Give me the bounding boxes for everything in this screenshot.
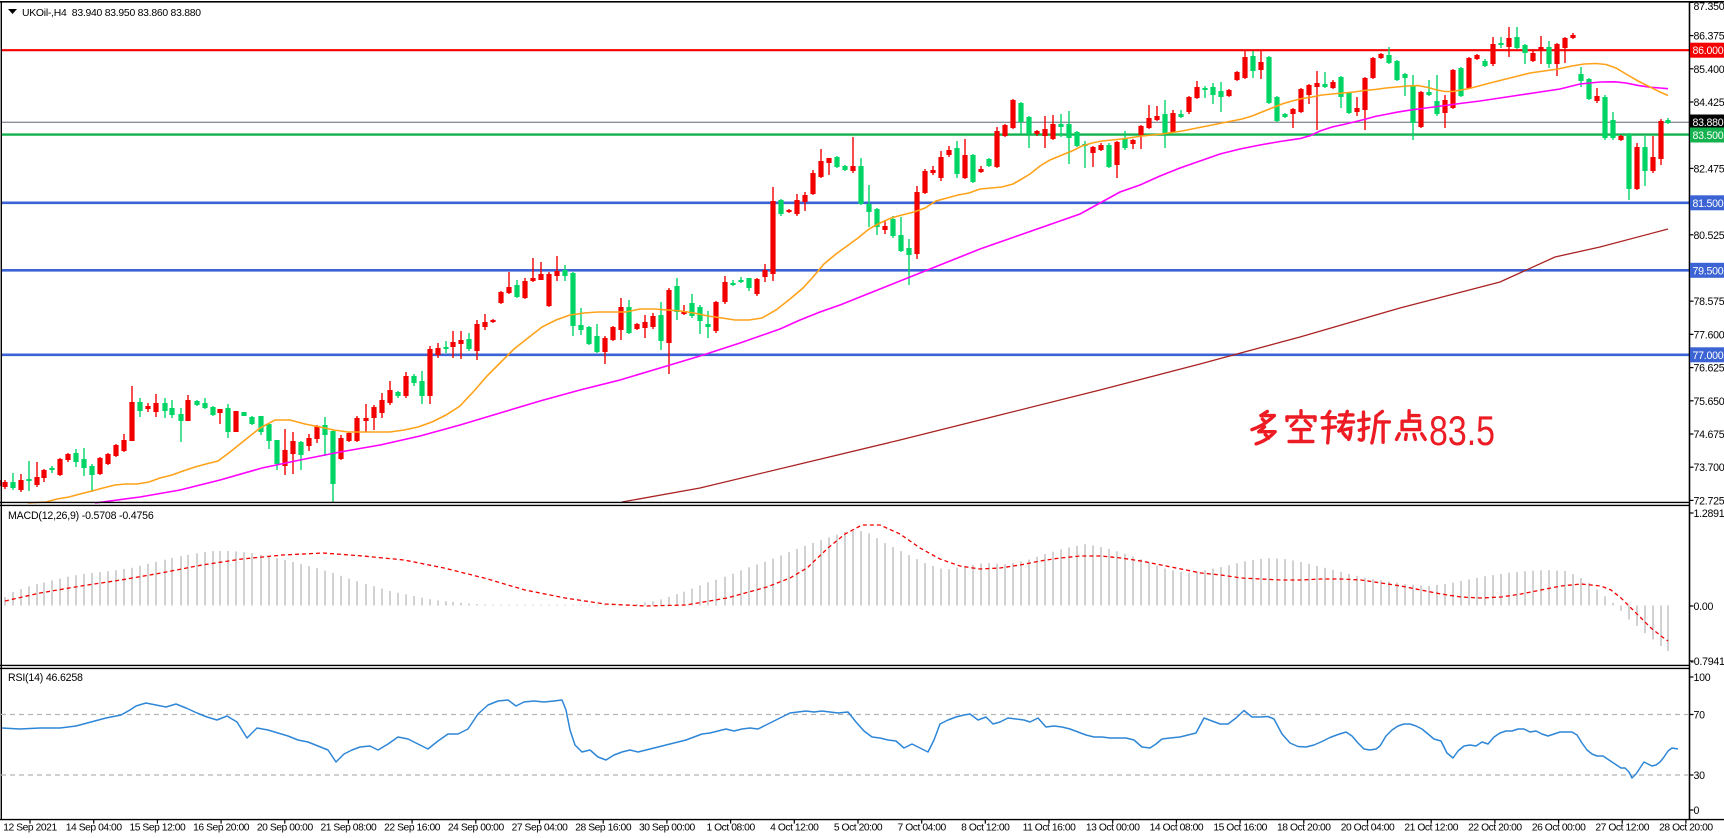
svg-text:11 Oct 16:00: 11 Oct 16:00 [1023,823,1077,834]
svg-text:85.400: 85.400 [1694,64,1724,76]
svg-text:-0.7941: -0.7941 [1691,656,1724,668]
svg-text:16 Sep 20:00: 16 Sep 20:00 [193,823,250,834]
svg-text:72.725: 72.725 [1694,495,1724,507]
svg-text:18 Oct 20:00: 18 Oct 20:00 [1277,823,1331,834]
svg-text:20 Sep 00:00: 20 Sep 00:00 [257,823,314,834]
svg-text:21 Sep 08:00: 21 Sep 08:00 [320,823,377,834]
svg-text:84.425: 84.425 [1694,97,1724,109]
svg-text:81.500: 81.500 [1693,198,1724,210]
svg-text:83.500: 83.500 [1693,130,1724,142]
svg-text:28 Oct 20:00: 28 Oct 20:00 [1659,823,1713,834]
svg-text:87.350: 87.350 [1694,1,1724,13]
svg-text:28 Sep 16:00: 28 Sep 16:00 [575,823,632,834]
svg-text:22 Sep 16:00: 22 Sep 16:00 [384,823,441,834]
svg-text:86.000: 86.000 [1693,45,1724,57]
svg-text:UKOil-,H4 83.940 83.950 83.86: UKOil-,H4 83.940 83.950 83.860 83.880 [22,8,201,19]
svg-text:8 Oct 12:00: 8 Oct 12:00 [961,823,1010,834]
svg-text:75.650: 75.650 [1694,396,1724,408]
svg-text:83.880: 83.880 [1693,117,1724,129]
svg-text:83.5: 83.5 [1429,407,1495,454]
svg-text:30: 30 [1694,770,1706,782]
svg-text:73.700: 73.700 [1694,462,1724,474]
svg-text:77.600: 77.600 [1694,329,1724,341]
svg-text:24 Sep 00:00: 24 Sep 00:00 [448,823,505,834]
svg-text:15 Oct 16:00: 15 Oct 16:00 [1213,823,1267,834]
svg-text:86.375: 86.375 [1694,31,1724,43]
svg-text:30 Sep 00:00: 30 Sep 00:00 [639,823,696,834]
svg-text:MACD(12,26,9) -0.5708 -0.4756: MACD(12,26,9) -0.5708 -0.4756 [8,510,154,522]
svg-text:14 Sep 04:00: 14 Sep 04:00 [66,823,123,834]
svg-text:100: 100 [1694,672,1711,684]
svg-text:14 Oct 08:00: 14 Oct 08:00 [1150,823,1204,834]
svg-text:0: 0 [1694,805,1700,817]
svg-text:77.000: 77.000 [1693,350,1724,362]
svg-text:13 Oct 00:00: 13 Oct 00:00 [1086,823,1140,834]
svg-text:27 Oct 12:00: 27 Oct 12:00 [1595,823,1649,834]
svg-text:74.675: 74.675 [1694,429,1724,441]
svg-text:79.500: 79.500 [1693,265,1724,277]
svg-text:RSI(14) 46.6258: RSI(14) 46.6258 [8,672,83,684]
svg-text:78.575: 78.575 [1694,296,1724,308]
svg-text:5 Oct 20:00: 5 Oct 20:00 [834,823,883,834]
svg-text:22 Oct 20:00: 22 Oct 20:00 [1468,823,1522,834]
svg-text:7 Oct 04:00: 7 Oct 04:00 [898,823,947,834]
svg-text:15 Sep 12:00: 15 Sep 12:00 [129,823,186,834]
svg-text:12 Sep 2021: 12 Sep 2021 [3,823,57,834]
svg-text:70: 70 [1694,710,1706,722]
svg-text:80.525: 80.525 [1694,230,1724,242]
svg-text:4 Oct 12:00: 4 Oct 12:00 [770,823,819,834]
svg-text:20 Oct 04:00: 20 Oct 04:00 [1341,823,1395,834]
svg-text:26 Oct 00:00: 26 Oct 00:00 [1532,823,1586,834]
svg-text:27 Sep 04:00: 27 Sep 04:00 [512,823,569,834]
svg-text:0.00: 0.00 [1694,601,1714,613]
svg-text:1.2891: 1.2891 [1694,508,1724,520]
svg-text:82.475: 82.475 [1694,163,1724,175]
svg-text:21 Oct 12:00: 21 Oct 12:00 [1404,823,1458,834]
svg-text:1 Oct 08:00: 1 Oct 08:00 [706,823,755,834]
svg-text:76.625: 76.625 [1694,363,1724,375]
